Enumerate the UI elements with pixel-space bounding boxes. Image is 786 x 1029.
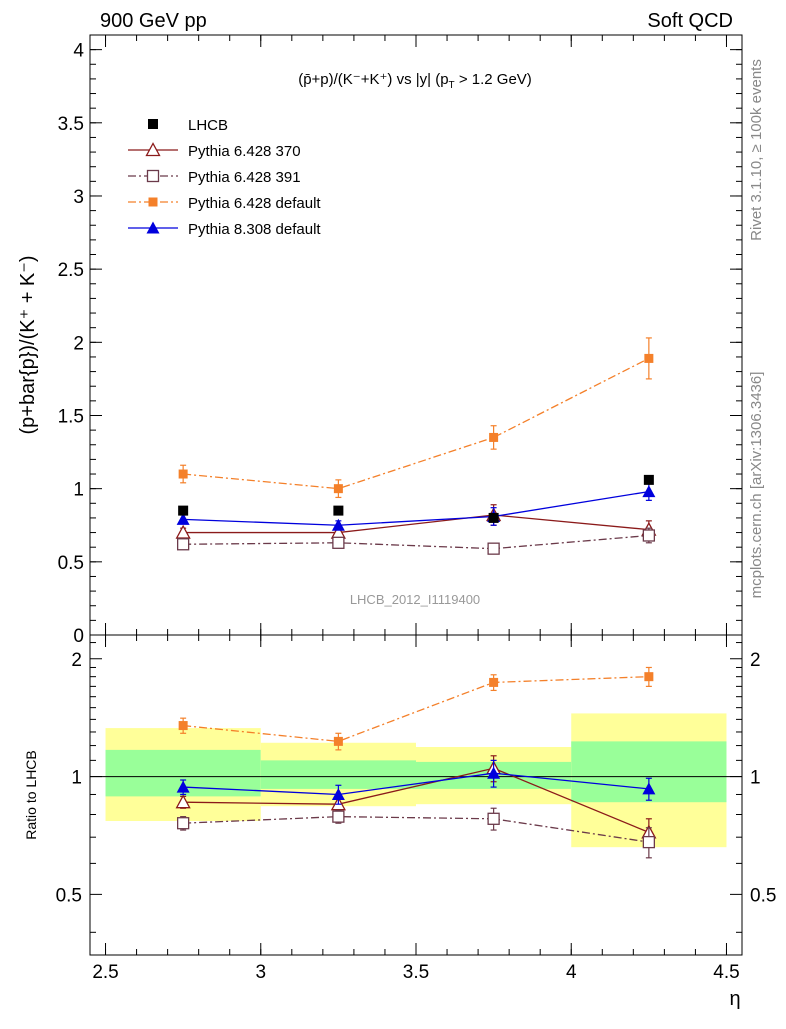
legend-label: Pythia 6.428 370 xyxy=(188,143,301,160)
series-layer xyxy=(175,337,657,859)
series-3 xyxy=(176,482,656,805)
ratio-data-point xyxy=(178,721,188,731)
ratio-data-point xyxy=(489,677,499,687)
lhcb-data-point xyxy=(178,505,189,516)
title-p: p xyxy=(440,71,448,88)
main-data-point xyxy=(175,524,191,539)
legend-label: Pythia 6.428 391 xyxy=(188,169,301,186)
ratio-tick-label-left: 0.5 xyxy=(56,885,82,906)
y-tick-label: 2.5 xyxy=(58,260,84,281)
legend-entry: Pythia 6.428 391 xyxy=(128,169,301,186)
ratio-uncertainty-bands xyxy=(105,713,727,848)
main-data-point xyxy=(178,469,188,479)
main-data-point xyxy=(333,484,343,494)
legend-marker xyxy=(145,142,161,157)
main-data-point xyxy=(642,485,656,498)
ratio-band-inner xyxy=(260,760,416,789)
legend-entry: Pythia 6.428 default xyxy=(128,195,321,212)
ratio-data-point xyxy=(333,736,343,746)
legend-marker xyxy=(146,169,160,183)
process-label: Soft QCD xyxy=(647,10,733,32)
lhcb-data-series xyxy=(178,474,654,523)
ratio-tick-label-right: 0.5 xyxy=(750,885,776,906)
ratio-series-line xyxy=(183,772,649,796)
ratio-data-point xyxy=(642,835,656,849)
main-data-point xyxy=(489,432,499,442)
axis-ticks: 2.5 3 3.5 4 4.5 0 0.5 1 1.5 2 2.5 3 3.5 4 0.5 0.5 1 1 2 2 xyxy=(56,34,776,983)
ratio-data-point xyxy=(175,794,191,809)
main-series-line xyxy=(183,357,650,490)
series-1 xyxy=(176,527,656,859)
ratio-data-point xyxy=(176,780,190,793)
ratio-data-point xyxy=(487,812,500,825)
x-tick-label: 3.5 xyxy=(403,962,429,983)
y-tick-label: 1 xyxy=(73,480,84,501)
y-tick-label: 4 xyxy=(73,41,84,62)
ratio-data-point xyxy=(644,672,654,682)
ratio-data-point xyxy=(176,817,190,830)
x-tick-label: 2.5 xyxy=(92,962,118,983)
rivet-label: Rivet 3.1.10, ≥ 100k events xyxy=(748,59,765,241)
main-series-line xyxy=(183,490,649,526)
y-tick-label: 2 xyxy=(73,333,84,354)
main-data-point xyxy=(176,538,190,551)
ratio-data-point xyxy=(642,782,656,795)
ratio-data-point xyxy=(487,766,501,779)
legend-marker xyxy=(148,119,158,129)
x-tick-label: 4.5 xyxy=(713,962,739,983)
legend-entry: Pythia 6.428 370 xyxy=(128,142,301,160)
main-data-point xyxy=(642,529,656,542)
main-data-point xyxy=(331,518,345,531)
main-data-point xyxy=(644,353,654,363)
legend-entry: Pythia 8.308 default xyxy=(128,221,321,238)
lhcb-data-point xyxy=(488,512,499,523)
title-subscript: T xyxy=(449,80,455,91)
title-main: (p̄+p)/(K⁻+K⁺) vs |y| ( xyxy=(298,71,440,88)
lhcb-data-point xyxy=(643,474,654,485)
ratio-tick-label-left: 2 xyxy=(71,650,82,671)
series-2 xyxy=(178,337,654,751)
legend-marker xyxy=(146,221,160,234)
y-axis-label: (p+bar{p})/(K⁺ + K⁻) xyxy=(17,256,39,435)
legend-label: Pythia 8.308 default xyxy=(188,221,321,238)
ratio-tick-label-left: 1 xyxy=(71,768,82,789)
x-axis-label: η xyxy=(729,988,740,1010)
y-tick-label: 0.5 xyxy=(58,553,84,574)
x-tick-label: 4 xyxy=(566,962,577,983)
mcplots-label: mcplots.cern.ch [arXiv:1306.3436] xyxy=(748,372,765,599)
main-data-point xyxy=(176,512,190,525)
lhcb-data-point xyxy=(333,505,344,516)
main-data-point xyxy=(332,536,345,549)
ratio-tick-label-right: 1 xyxy=(750,768,761,789)
main-series-line xyxy=(183,534,649,550)
energy-label: 900 GeV pp xyxy=(100,10,207,32)
legend-label: Pythia 6.428 default xyxy=(188,195,321,212)
y-tick-label: 3 xyxy=(73,187,84,208)
main-plot-title: (p̄+p)/(K⁻+K⁺) vs |y| (pT > 1.2 GeV) xyxy=(298,71,532,91)
analysis-watermark: LHCB_2012_I1119400 xyxy=(350,592,480,607)
legend: LHCB Pythia 6.428 370 Pythia 6.428 391 Pyth… xyxy=(128,117,321,238)
legend-label: LHCB xyxy=(188,117,228,134)
title-rest: > 1.2 GeV) xyxy=(455,71,532,88)
x-tick-label: 3 xyxy=(255,962,266,983)
ratio-data-point xyxy=(332,810,345,823)
y-tick-label: 1.5 xyxy=(58,406,84,427)
ratio-series-line xyxy=(183,815,649,843)
ratio-tick-label-right: 2 xyxy=(750,650,761,671)
legend-marker xyxy=(148,197,158,207)
main-data-point xyxy=(487,542,500,555)
main-series-line xyxy=(183,514,649,534)
y-tick-label: 3.5 xyxy=(58,114,84,135)
y-tick-label: 0 xyxy=(73,626,84,647)
ratio-data-point xyxy=(331,787,345,800)
legend-entry: LHCB xyxy=(148,117,228,134)
ratio-series-line xyxy=(183,767,650,834)
ratio-y-axis-label: Ratio to LHCB xyxy=(23,750,39,839)
